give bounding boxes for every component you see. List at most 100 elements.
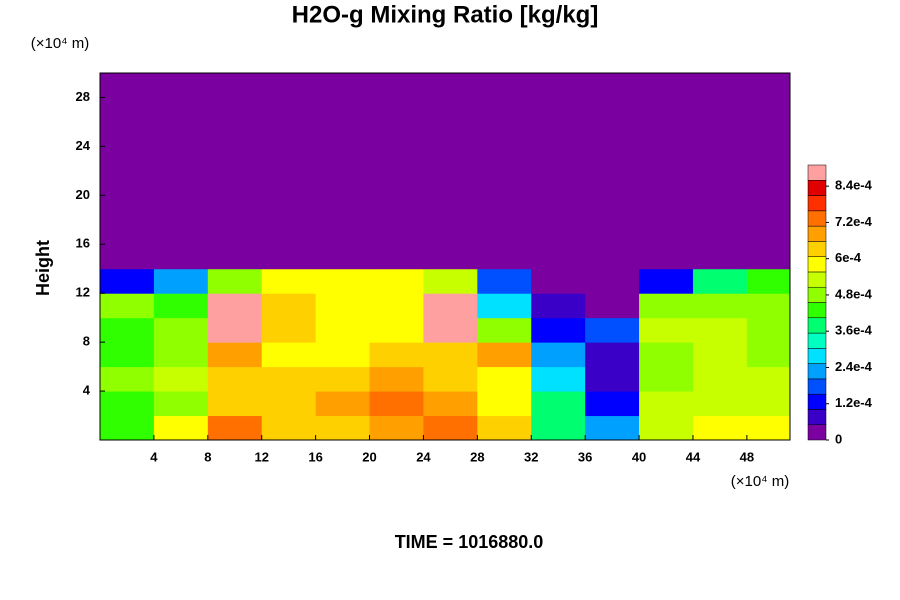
- x-tick-label: 48: [740, 449, 754, 464]
- field-cell: [315, 342, 371, 368]
- field-cell: [369, 97, 424, 123]
- field-cell: [261, 219, 317, 245]
- field-cell: [477, 391, 532, 417]
- field-cell: [692, 391, 748, 417]
- field-cell: [261, 146, 317, 172]
- field-cell: [369, 195, 424, 221]
- field-cell: [100, 268, 155, 294]
- field-cell: [369, 415, 424, 440]
- field-cell: [531, 146, 586, 172]
- field-cell: [423, 146, 478, 172]
- y-axis-label: Height: [33, 240, 53, 296]
- field-cell: [746, 219, 790, 245]
- field-cell: [100, 415, 155, 440]
- field-cell: [315, 170, 371, 196]
- field-cell: [315, 366, 371, 392]
- field-cell: [477, 342, 532, 368]
- field-cell: [692, 244, 748, 270]
- field-cell: [261, 195, 317, 221]
- field-cell: [100, 342, 155, 368]
- field-cell: [153, 244, 209, 270]
- field-cell: [100, 366, 155, 392]
- colorbar-tick-label: 0: [835, 431, 842, 446]
- field-cell: [531, 293, 586, 319]
- field-cell: [153, 317, 209, 343]
- y-tick-label: 8: [83, 334, 90, 349]
- x-tick-label: 24: [416, 449, 431, 464]
- field-cell: [531, 268, 586, 294]
- colorbar-tick-label: 1.2e-4: [835, 395, 873, 410]
- field-cell: [692, 342, 748, 368]
- field-cell: [639, 146, 694, 172]
- field-cell: [423, 244, 478, 270]
- colorbar-band: [807, 409, 827, 425]
- field-cell: [100, 146, 155, 172]
- y-unit: (×10⁴ m): [31, 35, 90, 52]
- chart-title: H2O-g Mixing Ratio [kg/kg]: [292, 1, 599, 28]
- field-cell: [585, 415, 640, 440]
- colorbar-tick-label: 7.2e-4: [835, 214, 873, 229]
- x-tick-label: 12: [254, 449, 268, 464]
- field-cell: [746, 268, 790, 294]
- field-cell: [100, 121, 155, 147]
- field-cell: [261, 342, 317, 368]
- field-cell: [585, 268, 640, 294]
- field-cell: [261, 97, 317, 123]
- field-cell: [315, 146, 371, 172]
- field-cell: [746, 415, 790, 440]
- field-cell: [639, 317, 694, 343]
- field-cell: [692, 293, 748, 319]
- colorbar-band: [807, 286, 827, 303]
- field-cell: [531, 342, 586, 368]
- field-cell: [639, 219, 694, 245]
- field-cell: [423, 391, 478, 417]
- field-cell: [531, 219, 586, 245]
- field-cell: [369, 317, 424, 343]
- y-tick-label: 28: [76, 89, 90, 104]
- field-cell: [585, 195, 640, 221]
- y-tick-label: 20: [76, 187, 90, 202]
- field-cell: [207, 268, 263, 294]
- field-cell: [585, 244, 640, 270]
- field-cell: [207, 146, 263, 172]
- field-cell: [746, 342, 790, 368]
- field-cell: [585, 391, 640, 417]
- field-cell: [153, 219, 209, 245]
- field-cell: [746, 97, 790, 123]
- field-cell: [477, 73, 532, 98]
- field-cell: [153, 146, 209, 172]
- x-tick-label: 40: [632, 449, 646, 464]
- colorbar-band: [807, 348, 827, 364]
- field-cell: [692, 73, 748, 98]
- field-cell: [100, 219, 155, 245]
- colorbar-band: [807, 210, 827, 227]
- field-cell: [692, 268, 748, 294]
- field-cell: [746, 121, 790, 147]
- field-cell: [746, 244, 790, 270]
- field-cell: [261, 415, 317, 440]
- colorbar-band: [807, 225, 827, 242]
- field-cell: [261, 170, 317, 196]
- field-cell: [585, 97, 640, 123]
- field-cell: [531, 121, 586, 147]
- field-cell: [585, 366, 640, 392]
- colorbar-tick-label: 3.6e-4: [835, 323, 873, 338]
- field-cell: [477, 97, 532, 123]
- colorbar-band: [807, 332, 827, 349]
- field-cell: [153, 97, 209, 123]
- field-cell: [261, 73, 317, 98]
- field-cell: [100, 293, 155, 319]
- field-cell: [153, 293, 209, 319]
- field-cell: [585, 317, 640, 343]
- field-cell: [692, 195, 748, 221]
- field-cell: [692, 219, 748, 245]
- field-cell: [639, 366, 694, 392]
- y-tick-label: 4: [83, 383, 91, 398]
- field-cell: [746, 391, 790, 417]
- field-cell: [746, 146, 790, 172]
- field-cell: [153, 73, 209, 98]
- field-cell: [315, 195, 371, 221]
- field-cell: [746, 170, 790, 196]
- field-cell: [692, 317, 748, 343]
- y-tick-label: 24: [76, 138, 91, 153]
